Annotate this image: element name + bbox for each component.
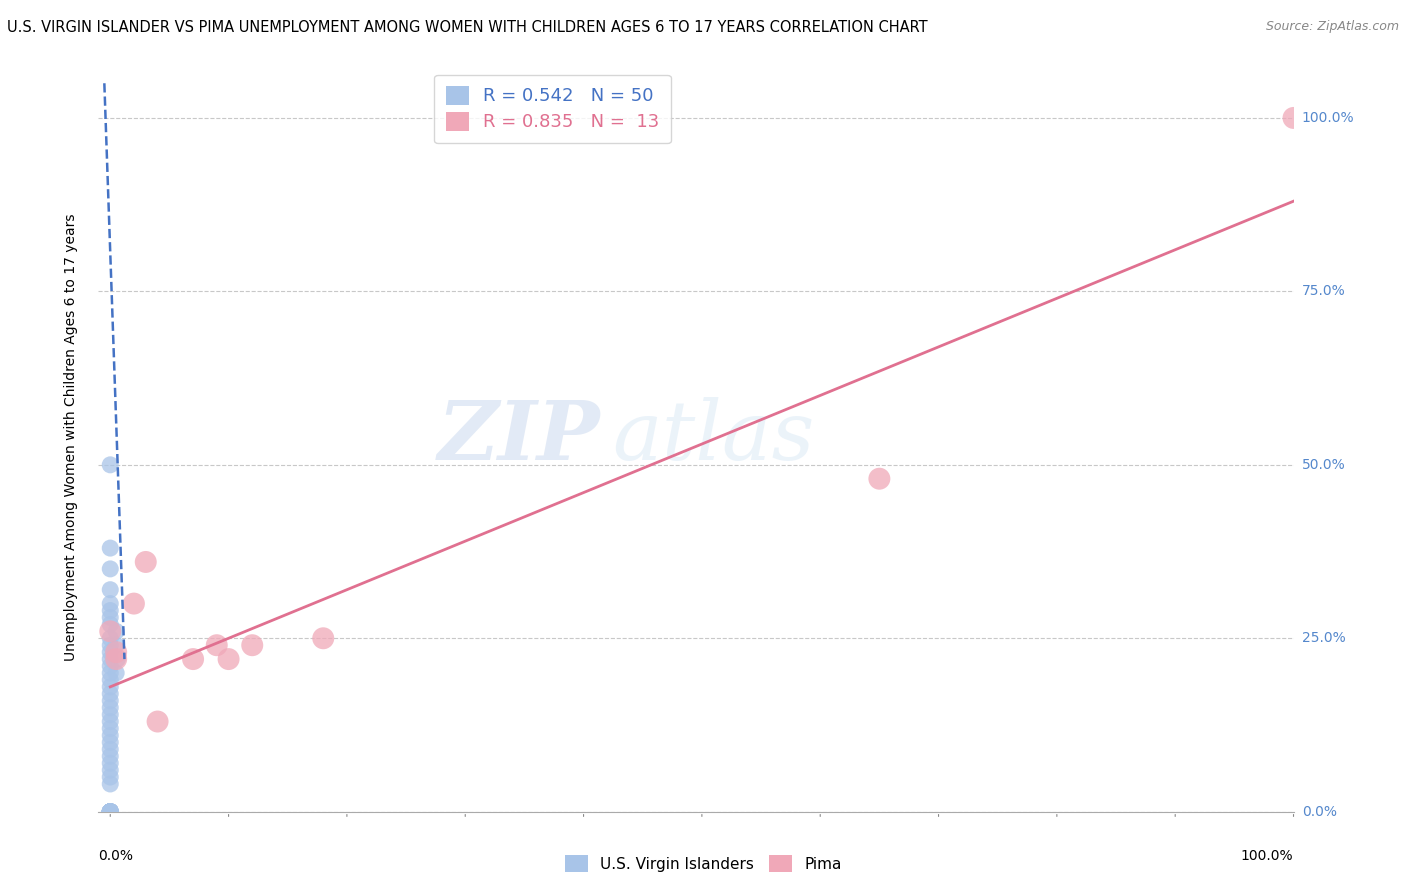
Point: [98, 638, 121, 652]
Point: [98, 680, 121, 694]
Text: 75.0%: 75.0%: [1302, 285, 1346, 299]
Point: [181, 652, 204, 666]
Point: [98, 805, 121, 819]
Point: [98, 805, 121, 819]
Point: [98, 652, 121, 666]
Point: [98, 624, 121, 639]
Point: [98, 722, 121, 736]
Point: [98, 805, 121, 819]
Point: [122, 597, 145, 611]
Point: [98, 597, 121, 611]
Text: Source: ZipAtlas.com: Source: ZipAtlas.com: [1265, 20, 1399, 33]
Point: [105, 645, 128, 659]
Point: [312, 632, 335, 646]
Point: [98, 582, 121, 597]
Point: [135, 555, 157, 569]
Point: [98, 805, 121, 819]
Point: [98, 603, 121, 617]
Point: [98, 770, 121, 784]
Text: U.S. VIRGIN ISLANDER VS PIMA UNEMPLOYMENT AMONG WOMEN WITH CHILDREN AGES 6 TO 17: U.S. VIRGIN ISLANDER VS PIMA UNEMPLOYMEN…: [7, 20, 928, 35]
Point: [98, 659, 121, 673]
Point: [868, 472, 890, 486]
Point: [240, 638, 263, 652]
Point: [98, 458, 121, 472]
Point: [105, 652, 128, 666]
Point: [98, 805, 121, 819]
Point: [98, 665, 121, 680]
Point: [98, 541, 121, 555]
Point: [98, 805, 121, 819]
Text: 25.0%: 25.0%: [1302, 632, 1346, 645]
Point: [98, 673, 121, 687]
Point: [98, 694, 121, 708]
Text: 0.0%: 0.0%: [1302, 805, 1337, 819]
Point: [98, 805, 121, 819]
Point: [98, 777, 121, 791]
Legend: R = 0.542   N = 50, R = 0.835   N =  13: R = 0.542 N = 50, R = 0.835 N = 13: [434, 75, 671, 143]
Point: [98, 749, 121, 764]
Point: [98, 805, 121, 819]
Point: [98, 687, 121, 701]
Point: [98, 617, 121, 632]
Point: [98, 728, 121, 742]
Point: [98, 805, 121, 819]
Point: [98, 805, 121, 819]
Point: [146, 714, 169, 729]
Text: 100.0%: 100.0%: [1241, 849, 1294, 863]
Text: 100.0%: 100.0%: [1302, 111, 1354, 125]
Point: [98, 562, 121, 576]
Point: [98, 714, 121, 729]
Point: [105, 652, 128, 666]
Point: [105, 624, 128, 639]
Y-axis label: Unemployment Among Women with Children Ages 6 to 17 years: Unemployment Among Women with Children A…: [63, 213, 77, 661]
Point: [105, 638, 128, 652]
Point: [98, 707, 121, 722]
Point: [98, 632, 121, 646]
Point: [1282, 111, 1305, 125]
Point: [98, 700, 121, 714]
Point: [218, 652, 240, 666]
Text: ZIP: ZIP: [437, 397, 600, 477]
Point: [105, 665, 128, 680]
Point: [98, 805, 121, 819]
Point: [205, 638, 228, 652]
Point: [98, 805, 121, 819]
Point: [98, 645, 121, 659]
Point: [98, 610, 121, 624]
Text: 0.0%: 0.0%: [98, 849, 134, 863]
Text: 50.0%: 50.0%: [1302, 458, 1346, 472]
Text: atlas: atlas: [613, 397, 814, 477]
Point: [98, 742, 121, 756]
Point: [98, 805, 121, 819]
Point: [98, 805, 121, 819]
Point: [98, 735, 121, 749]
Point: [98, 805, 121, 819]
Point: [98, 805, 121, 819]
Point: [98, 756, 121, 771]
Point: [98, 763, 121, 777]
Legend: U.S. Virgin Islanders, Pima: U.S. Virgin Islanders, Pima: [557, 847, 849, 880]
